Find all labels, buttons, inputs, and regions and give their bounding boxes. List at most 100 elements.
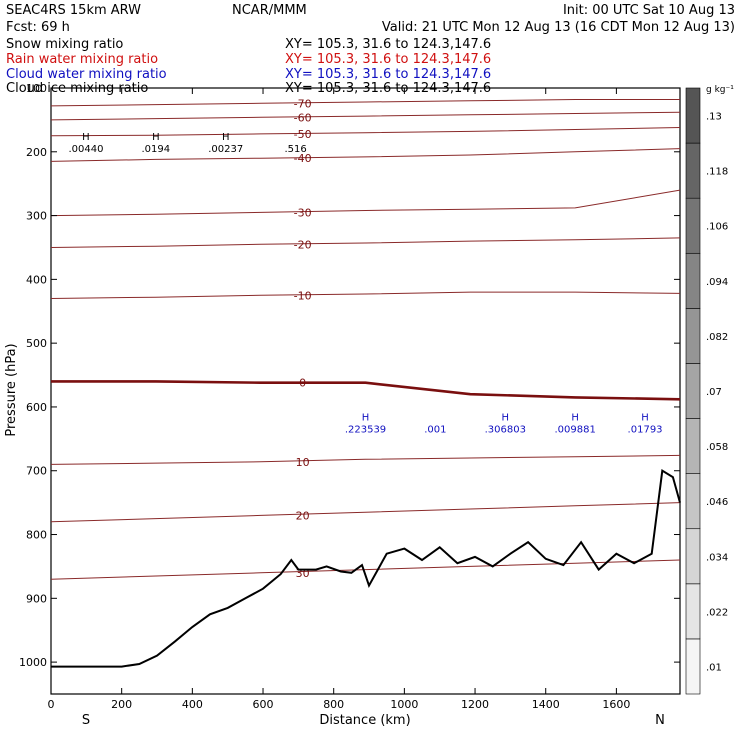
isotherm-line	[50, 502, 681, 523]
colorbar-swatch	[685, 583, 701, 640]
isotherm-label: 0	[299, 377, 306, 390]
y-tick-label: 400	[26, 273, 47, 286]
colorbar-swatch	[685, 418, 701, 474]
y-tick-label: 500	[26, 337, 47, 350]
y-tick-label: 800	[26, 529, 47, 542]
isotherm-line	[50, 127, 681, 137]
extrema-layer: H.00440H.0194H.00237.516H.223539.001H.30…	[68, 132, 662, 436]
isotherm-label: -70	[294, 97, 312, 110]
x-end-south: S	[82, 713, 90, 728]
colorbar-label: .07	[706, 387, 722, 398]
extremum-value: .00237	[208, 144, 243, 155]
x-tick-label: 1000	[390, 698, 418, 711]
extremum-value: .306803	[485, 424, 526, 435]
colorbar-swatch	[685, 197, 701, 254]
extremum-value: .01793	[628, 424, 663, 435]
isotherm-label: -40	[294, 152, 312, 165]
extremum-value: .009881	[554, 424, 595, 435]
x-tick-label: 400	[182, 698, 203, 711]
colorbar-label: .118	[706, 167, 728, 178]
colorbar-label: .034	[706, 552, 728, 563]
extremum-mark: H	[222, 132, 230, 143]
y-tick-label: 100	[26, 82, 47, 95]
extremum-value: .0194	[142, 144, 171, 155]
colorbar-label: .106	[706, 222, 728, 233]
isotherm-label: -10	[294, 289, 312, 302]
field-snow-label: Snow mixing ratio	[6, 37, 123, 52]
y-tick-label: 300	[26, 210, 47, 223]
colorbar-swatch	[685, 252, 701, 309]
isotherm-line	[50, 454, 681, 465]
y-tick-label: 900	[26, 592, 47, 605]
isotherm-label: 20	[296, 509, 310, 522]
header-valid: Valid: 21 UTC Mon 12 Aug 13 (16 CDT Mon …	[382, 20, 735, 35]
header-fcst: Fcst: 69 h	[6, 20, 70, 35]
colorbar-swatch	[685, 308, 701, 364]
field-cloudwater-label: Cloud water mixing ratio	[6, 67, 167, 82]
isotherm-line	[50, 111, 681, 121]
x-axis-title: Distance (km)	[319, 713, 410, 728]
isotherm-label: -60	[294, 111, 312, 124]
colorbar-label: .046	[706, 497, 728, 508]
isotherm-line	[50, 559, 681, 580]
colorbar-label: .094	[706, 277, 728, 288]
terrain-line	[51, 469, 681, 668]
axis-ticks: 0 200 400 600 800 1000 1200 1400 160010020030040…	[19, 82, 680, 711]
y-tick-label: 1000	[19, 656, 47, 669]
field-snow-xy: XY= 105.3, 31.6 to 124.3,147.6	[285, 37, 491, 52]
header-init: Init: 00 UTC Sat 10 Aug 13	[563, 3, 735, 18]
x-tick-label: 1600	[602, 698, 630, 711]
terrain-layer	[51, 469, 681, 668]
plot-frame	[50, 87, 681, 695]
extremum-value: .516	[284, 144, 306, 155]
extremum-mark: H	[641, 412, 649, 423]
x-tick-label: 200	[111, 698, 132, 711]
extremum-mark: H	[152, 132, 160, 143]
x-tick-label: 1200	[461, 698, 489, 711]
x-tick-label: 800	[323, 698, 344, 711]
isotherm-label: -50	[294, 128, 312, 141]
extremum-value: .001	[424, 424, 446, 435]
isotherm-line	[50, 99, 680, 107]
isotherm-line	[50, 189, 681, 217]
extremum-mark: H	[571, 412, 579, 423]
x-tick-label: 1400	[532, 698, 560, 711]
isotherm-label: 10	[296, 456, 310, 469]
colorbar: .01 .022 .034 .046 .058 .07 .082 .094 .106 .118 .1…	[685, 87, 728, 695]
y-tick-label: 200	[26, 146, 47, 159]
isotherm-line	[50, 148, 681, 162]
colorbar-label: .082	[706, 332, 728, 343]
extremum-value: .00440	[68, 144, 103, 155]
colorbar-swatch	[685, 363, 701, 419]
extremum-mark: H	[502, 412, 510, 423]
y-tick-label: 600	[26, 401, 47, 414]
extremum-mark: H	[82, 132, 90, 143]
y-tick-label: 700	[26, 465, 47, 478]
field-rain-xy: XY= 105.3, 31.6 to 124.3,147.6	[285, 52, 491, 67]
colorbar-label: .01	[706, 662, 722, 673]
colorbar-swatch	[685, 473, 701, 530]
colorbar-label: .13	[706, 112, 722, 123]
isotherm-label: -20	[294, 238, 312, 251]
isotherm-line	[51, 380, 681, 401]
colorbar-label: .022	[706, 607, 728, 618]
isotherm-label: -30	[294, 206, 312, 219]
colorbar-swatch	[685, 528, 701, 585]
colorbar-swatch	[685, 142, 701, 199]
colorbar-swatch	[685, 638, 701, 695]
colorbar-swatch	[685, 87, 701, 144]
field-cloudwater-xy: XY= 105.3, 31.6 to 124.3,147.6	[285, 67, 491, 82]
colorbar-unit: g kg⁻¹	[706, 85, 734, 95]
y-axis-title: Pressure (hPa)	[4, 343, 19, 436]
extremum-value: .223539	[345, 424, 386, 435]
header-model: SEAC4RS 15km ARW	[6, 3, 141, 18]
colorbar-label: .058	[706, 442, 728, 453]
isotherm-line	[50, 291, 681, 299]
x-end-north: N	[655, 713, 665, 728]
isotherm-line	[50, 237, 681, 248]
x-tick-label: 0	[48, 698, 55, 711]
extremum-mark: H	[362, 412, 370, 423]
field-rain-label: Rain water mixing ratio	[6, 52, 158, 67]
